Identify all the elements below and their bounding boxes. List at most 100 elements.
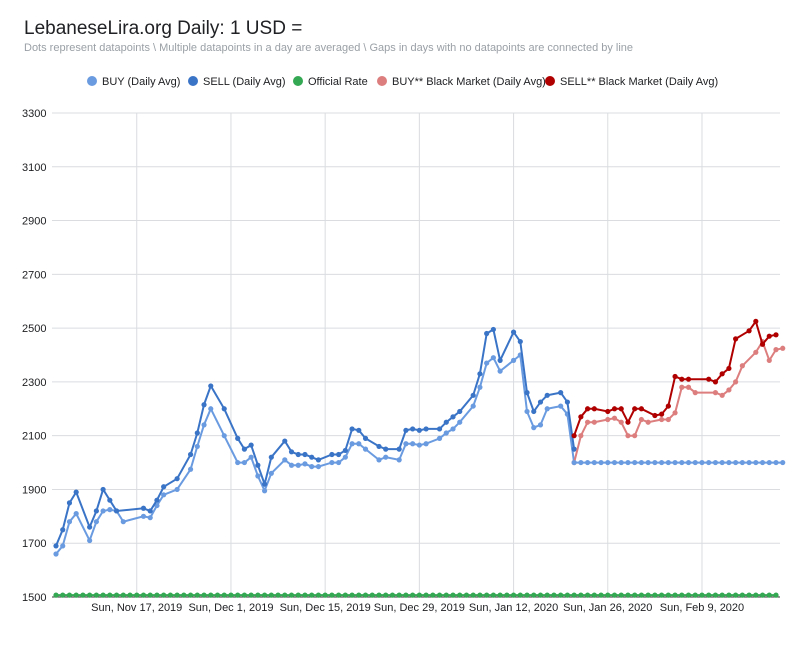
series-2-point [255, 592, 261, 598]
series-4-point [611, 406, 618, 412]
legend-label: Official Rate [308, 76, 368, 88]
series-3-point [685, 384, 692, 390]
series-2-point [598, 592, 604, 598]
x-tick-label: Sun, Jan 26, 2020 [563, 602, 652, 614]
series-1-point [436, 426, 443, 432]
series-1-point [187, 451, 194, 458]
series-2-point [349, 592, 355, 598]
series-5-point [759, 459, 766, 466]
series-1-point [517, 338, 523, 345]
series-2-point [201, 592, 207, 598]
series-5-point [591, 459, 597, 466]
y-tick-label: 2500 [22, 323, 46, 335]
series-2-point [726, 592, 732, 598]
series-2-point [336, 592, 342, 598]
series-0-point [194, 443, 200, 450]
series-1-point [100, 486, 106, 493]
series-0-point [60, 543, 66, 549]
series-2-point [531, 592, 537, 598]
series-0-point [349, 441, 355, 447]
series-5-point [578, 459, 584, 466]
series-2-point [174, 592, 180, 598]
series-2-point [93, 592, 99, 598]
series-1-point [309, 454, 315, 460]
series-3-point [659, 416, 665, 423]
y-tick-label: 1900 [22, 484, 46, 496]
series-1-point [315, 457, 322, 463]
series-lines [53, 318, 786, 598]
series-2-point [73, 592, 79, 598]
series-3-point [638, 416, 645, 423]
series-0-point [383, 454, 389, 460]
series-3-point [753, 349, 759, 355]
series-2-point [396, 592, 402, 598]
series-2-point [100, 592, 106, 598]
series-0-point [87, 537, 93, 544]
series-3-point [733, 379, 739, 385]
series-2-point [679, 592, 685, 598]
series-0-point [450, 426, 456, 432]
series-3-point [726, 387, 732, 393]
series-2-point [329, 592, 335, 598]
series-1-point [484, 330, 490, 337]
series-3-point [632, 433, 638, 439]
series-2-point [712, 592, 719, 598]
series-2-point [699, 592, 705, 598]
legend-marker [87, 76, 97, 86]
series-5-point [692, 459, 698, 466]
series-2-point [295, 592, 301, 598]
series-2-point [80, 592, 86, 598]
series-5-point [645, 459, 651, 466]
series-0-point [416, 442, 422, 448]
series-1-point [288, 449, 295, 455]
series-2-point [275, 592, 281, 598]
series-2-point [302, 592, 308, 598]
series-3-point [605, 416, 611, 423]
series-5-point [638, 459, 645, 466]
series-2-point [443, 592, 449, 598]
series-2-point [463, 592, 470, 598]
series-0-point [537, 422, 544, 428]
series-2-point [376, 592, 382, 598]
series-1-point [255, 462, 261, 468]
series-2-point [510, 592, 517, 598]
series-2-point [571, 592, 577, 598]
series-3-point [672, 410, 678, 416]
series-0-point [443, 430, 449, 436]
legend-marker [293, 76, 303, 86]
series-1-point [410, 426, 416, 432]
series-1-point [450, 414, 456, 420]
series-2-point [490, 592, 496, 598]
series-0-point [288, 462, 295, 468]
series-2-point [645, 592, 651, 598]
series-0-point [73, 511, 79, 517]
series-0-point [282, 457, 288, 463]
chart-title: LebaneseLira.org Daily: 1 USD = [24, 18, 303, 39]
series-3-point [773, 347, 779, 353]
series-1-point [73, 489, 79, 495]
series-2-point [356, 592, 362, 598]
series-3-point [739, 363, 745, 369]
series-5-point [659, 459, 665, 466]
series-0-point [403, 441, 409, 447]
series-2-point [288, 592, 295, 598]
legend: BUY (Daily Avg) SELL (Daily Avg) Official … [87, 76, 718, 88]
legend-marker [377, 76, 387, 86]
series-0-point [497, 368, 503, 374]
series-3-point [712, 390, 719, 396]
series-2-point [450, 592, 456, 598]
series-2-point [652, 592, 658, 598]
series-0-point [174, 486, 180, 493]
series-5-point [719, 459, 725, 466]
series-5-point [632, 459, 638, 466]
series-2-point [759, 592, 766, 598]
series-2-point [753, 592, 759, 598]
series-5-point [611, 459, 618, 466]
legend-label: SELL (Daily Avg) [203, 76, 286, 88]
y-axis: 1500 1700 1900 2100 2300 2500 2700 2900 3100 3300 [22, 108, 46, 604]
series-2-point [383, 592, 389, 598]
series-2-point [665, 592, 671, 598]
y-tick-label: 1700 [22, 538, 46, 550]
series-2-point [221, 592, 227, 598]
y-tick-label: 2700 [22, 269, 46, 281]
